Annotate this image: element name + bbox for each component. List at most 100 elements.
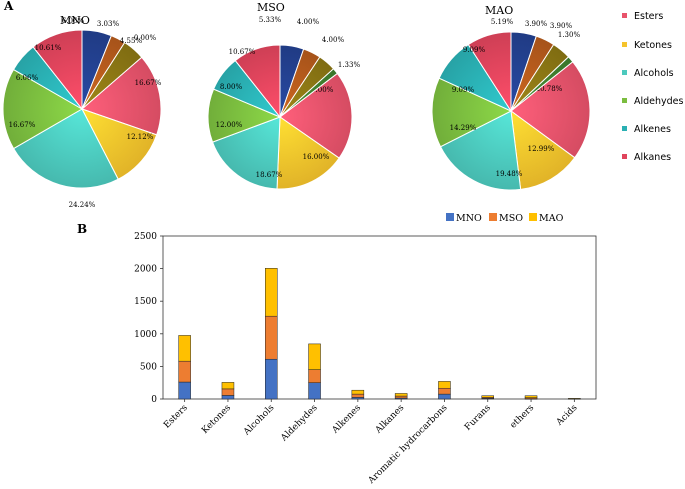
y-tick-label: 0 — [151, 395, 157, 405]
bar-segment-mao — [568, 398, 581, 400]
pie-chart-mso: MSO 20.00% 16.00% 18.67% 12.00% 8.00% 10.67% 5… — [207, 1, 361, 190]
legend-swatch-ketones — [622, 42, 627, 47]
pie-legend: Esters Ketones Alcohols Aldehydes Alkene… — [622, 11, 684, 163]
x-tick-label: Aromatic hydrocarbons — [366, 403, 450, 487]
bar-segment-mao — [221, 382, 235, 390]
legend-label-aldehydes: Aldehydes — [634, 96, 684, 107]
legend-label-ketones: Ketones — [634, 40, 672, 51]
bar-segment-mso — [438, 387, 451, 395]
slice-label: 4.00% — [297, 18, 320, 26]
slice-label: 4.00% — [322, 36, 345, 44]
slice-label: 1.33% — [338, 61, 361, 69]
pie-slice-alcohols — [439, 110, 522, 191]
slice-label: 5.33% — [259, 16, 282, 24]
bar-segment-mao — [308, 343, 321, 370]
y-tick-label: 2500 — [134, 232, 157, 242]
x-tick-label: ethers — [509, 403, 537, 431]
pie-slice-dark-green — [510, 56, 574, 112]
bar-segment-mao — [438, 381, 451, 389]
x-tick-label: Acids — [554, 403, 580, 429]
slice-label: 3.90% — [550, 22, 573, 30]
legend-swatch-esters — [622, 13, 627, 18]
pie-title: MNO — [60, 14, 90, 27]
slice-label: 10.61% — [35, 44, 62, 52]
slice-label: 20.78% — [536, 85, 563, 93]
legend-swatch-mso — [489, 213, 497, 221]
pie-title: MSO — [257, 1, 285, 14]
bars — [178, 268, 581, 400]
legend-label-alkenes: Alkenes — [634, 124, 671, 135]
legend-label-alcohols: Alcohols — [634, 68, 674, 79]
legend-swatch-mno — [446, 213, 454, 221]
stacked-bar-chart: MNO MSO MAO 0 500 1000 1500 2000 2500 Esters K… — [134, 213, 597, 487]
pie-slice-esters — [279, 72, 353, 159]
x-tick-label: Ketones — [200, 403, 233, 436]
slice-label: 14.29% — [450, 124, 477, 132]
slice-label: 4.55% — [120, 37, 143, 45]
pie-slice-ketones — [276, 116, 340, 190]
y-tick-label: 2000 — [134, 265, 157, 275]
legend-swatch-alkenes — [622, 126, 627, 131]
bar-segment-mso — [265, 315, 278, 360]
slice-label: 24.24% — [69, 201, 96, 209]
slice-label: 3.03% — [97, 20, 120, 28]
legend-label-alkanes: Alkanes — [634, 152, 671, 163]
bar-segment-mao — [351, 389, 365, 395]
pie-slice-dark-olive — [81, 41, 143, 110]
bar-segment-mao — [265, 268, 278, 317]
slice-label: 18.67% — [256, 171, 283, 179]
slice-label: 12.99% — [528, 145, 555, 153]
pie-slice-alcohols — [211, 116, 281, 190]
slice-label: 16.67% — [9, 121, 36, 129]
panel-a-label: A — [3, 0, 14, 13]
bar-legend: MNO MSO MAO — [446, 213, 564, 224]
slice-label: 0.00% — [134, 34, 157, 42]
bar-segment-mso — [351, 393, 365, 398]
pie-slice-aldehydes — [431, 77, 513, 148]
x-tick-label: Aldehydes — [279, 403, 320, 444]
y-tick-label: 1000 — [134, 330, 157, 340]
slice-label: 12.12% — [127, 133, 154, 141]
slice-label: 6.06% — [62, 17, 85, 25]
panel-b-label: B — [77, 222, 87, 236]
pie-slice-alcohols — [12, 108, 119, 189]
legend-swatch-alkanes — [622, 154, 627, 159]
y-tick-label: 1500 — [134, 297, 157, 307]
x-axis: Esters Ketones Alcohols Aldehydes Alkenes Alk… — [162, 399, 580, 487]
x-tick-label: Alkanes — [373, 403, 406, 436]
legend-swatch-mao — [529, 213, 537, 221]
bar-segment-mno — [221, 395, 235, 400]
slice-label: 5.19% — [491, 18, 514, 26]
bar-segment-mso — [308, 369, 321, 383]
bar-segment-mso — [221, 388, 235, 396]
slice-label: 12.00% — [216, 121, 243, 129]
legend-label-esters: Esters — [634, 11, 663, 22]
bar-segment-mao — [394, 393, 408, 397]
slice-label: 8.00% — [220, 83, 243, 91]
slice-label: 3.90% — [525, 20, 548, 28]
legend-label-mno: MNO — [456, 213, 482, 224]
bar-segment-mao — [178, 335, 191, 362]
slice-label: 9.09% — [452, 86, 475, 94]
x-tick-label: Alcohols — [241, 403, 276, 438]
legend-label-mao: MAO — [539, 213, 564, 224]
pie-slice-ketones — [510, 109, 576, 190]
x-tick-label: Furans — [463, 403, 493, 433]
pie-slice-ketones — [80, 108, 158, 180]
plot-frame — [162, 235, 597, 400]
slice-label: 1.30% — [558, 31, 581, 39]
pie-slice-dark-green — [279, 68, 339, 118]
pie-slice-aldehydes — [2, 68, 83, 150]
bar-segment-mso — [394, 395, 408, 399]
legend-swatch-aldehydes — [622, 98, 627, 103]
bar-segment-mno — [265, 358, 278, 400]
y-tick-label: 500 — [140, 362, 157, 372]
bar-segment-mso — [178, 360, 191, 383]
bar-segment-mno — [308, 382, 321, 400]
bar-segment-mao — [524, 395, 538, 398]
bar-segment-mno — [438, 393, 451, 400]
slice-label: 16.67% — [135, 79, 162, 87]
legend-label-mso: MSO — [499, 213, 523, 224]
x-tick-label: Alkenes — [330, 403, 363, 436]
